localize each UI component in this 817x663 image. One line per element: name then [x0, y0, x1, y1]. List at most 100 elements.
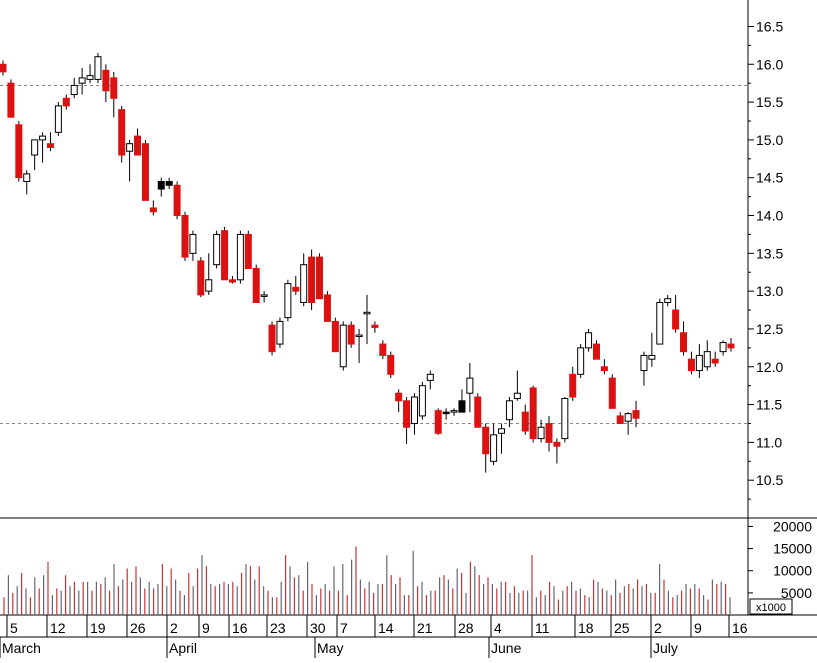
candle-body	[62, 97, 70, 107]
candle-body	[197, 260, 205, 296]
volume-unit-label: x1000	[756, 602, 786, 614]
price-tick-label: 11.0	[756, 434, 782, 450]
candle-body	[505, 400, 513, 421]
month-label: March	[2, 640, 41, 656]
candle-body	[268, 324, 276, 353]
candle-body	[371, 324, 379, 328]
candle-body	[569, 373, 577, 398]
candle-body	[680, 332, 688, 353]
date-tick-label: 9	[202, 620, 210, 636]
price-tick-label: 16.5	[756, 18, 783, 34]
candle-body	[252, 267, 260, 303]
candle-body	[94, 56, 102, 80]
candle-body	[672, 309, 680, 330]
candle-body	[395, 392, 403, 402]
candle-body	[482, 426, 490, 455]
candle-body	[434, 410, 442, 434]
candle-body	[213, 233, 221, 266]
candle-body	[339, 324, 347, 368]
candle-body	[648, 354, 656, 360]
candle-body	[450, 410, 458, 413]
candle-body	[31, 139, 39, 156]
candle-body	[513, 392, 521, 400]
candle-body	[7, 82, 15, 118]
candle-body	[608, 377, 616, 409]
date-tick-label: 11	[535, 620, 550, 636]
date-axis: 5 12 19 26 2 9 16 23 30 7 14 21 28 4 11 18 25 2 9 16 March Ap…	[0, 615, 748, 658]
date-tick-label: 26	[130, 620, 146, 636]
candle-body	[703, 351, 711, 368]
candle-body	[292, 286, 300, 292]
candle-body	[632, 410, 640, 419]
candle-body	[537, 426, 545, 440]
candle-body	[529, 387, 537, 440]
candle-body	[221, 230, 229, 281]
price-axis: 16.5 16.0 15.5 15.0 14.5 14.0 13.5 13.0 12.5 12.0…	[748, 18, 783, 500]
candle-body	[308, 256, 316, 303]
candle-body	[39, 135, 47, 141]
candle-body	[126, 143, 134, 152]
candle-body	[656, 301, 664, 345]
price-tick-label: 10.5	[756, 472, 783, 488]
date-tick-label: 2	[654, 620, 662, 636]
candle-body	[600, 366, 608, 372]
candle-body	[46, 143, 54, 148]
month-label: May	[317, 640, 343, 656]
candle-body	[228, 279, 236, 283]
candle-body	[616, 415, 624, 424]
date-tick-label: 4	[494, 620, 502, 636]
volume-bars	[3, 546, 731, 615]
candle-body	[695, 354, 703, 372]
candle-body	[15, 124, 23, 179]
candle-body	[134, 135, 142, 156]
price-tick-label: 12.0	[756, 359, 783, 375]
candle-body	[316, 256, 324, 300]
candle-body	[687, 358, 695, 372]
candle-body	[363, 311, 371, 315]
candle-body	[205, 279, 213, 292]
candle-body	[458, 400, 466, 413]
candle-body	[403, 400, 411, 428]
candle-body	[664, 298, 672, 303]
date-tick-label: 9	[694, 620, 702, 636]
candle-body	[640, 354, 648, 372]
candle-body	[418, 385, 426, 417]
candle-body	[118, 109, 126, 156]
candle-body	[379, 343, 387, 356]
candle-body	[157, 180, 165, 190]
candle-body	[466, 377, 474, 394]
price-tick-label: 13.0	[756, 283, 783, 299]
candle-body	[78, 77, 86, 84]
candle-body	[711, 358, 719, 364]
candle-body	[577, 347, 585, 375]
date-tick-label: 2	[170, 620, 178, 636]
candle-body	[284, 283, 292, 319]
candle-body	[173, 184, 181, 217]
candle-body	[553, 441, 561, 447]
volume-tick-label: 20000	[773, 518, 812, 534]
date-tick-label: 5	[10, 620, 18, 636]
month-label: July	[653, 640, 678, 656]
candle-body	[54, 105, 62, 133]
price-tick-label: 12.5	[756, 321, 783, 337]
date-tick-label: 7	[340, 620, 348, 636]
price-tick-label: 16.0	[756, 56, 783, 72]
candle-body	[545, 422, 553, 443]
candle-body	[86, 75, 94, 80]
candle-body	[323, 294, 331, 322]
price-tick-label: 14.0	[756, 208, 783, 224]
date-tick-label: 19	[90, 620, 106, 636]
candle-body	[624, 413, 632, 422]
candle-body	[410, 396, 418, 424]
date-tick-label: 12	[50, 620, 66, 636]
candle-body	[727, 343, 735, 349]
month-label: June	[491, 640, 522, 656]
candle-body	[331, 320, 339, 353]
price-tick-label: 13.5	[756, 245, 783, 261]
date-tick-label: 30	[310, 620, 326, 636]
candle-body	[585, 332, 593, 349]
candle-body	[23, 173, 31, 182]
candle-body	[102, 69, 110, 92]
